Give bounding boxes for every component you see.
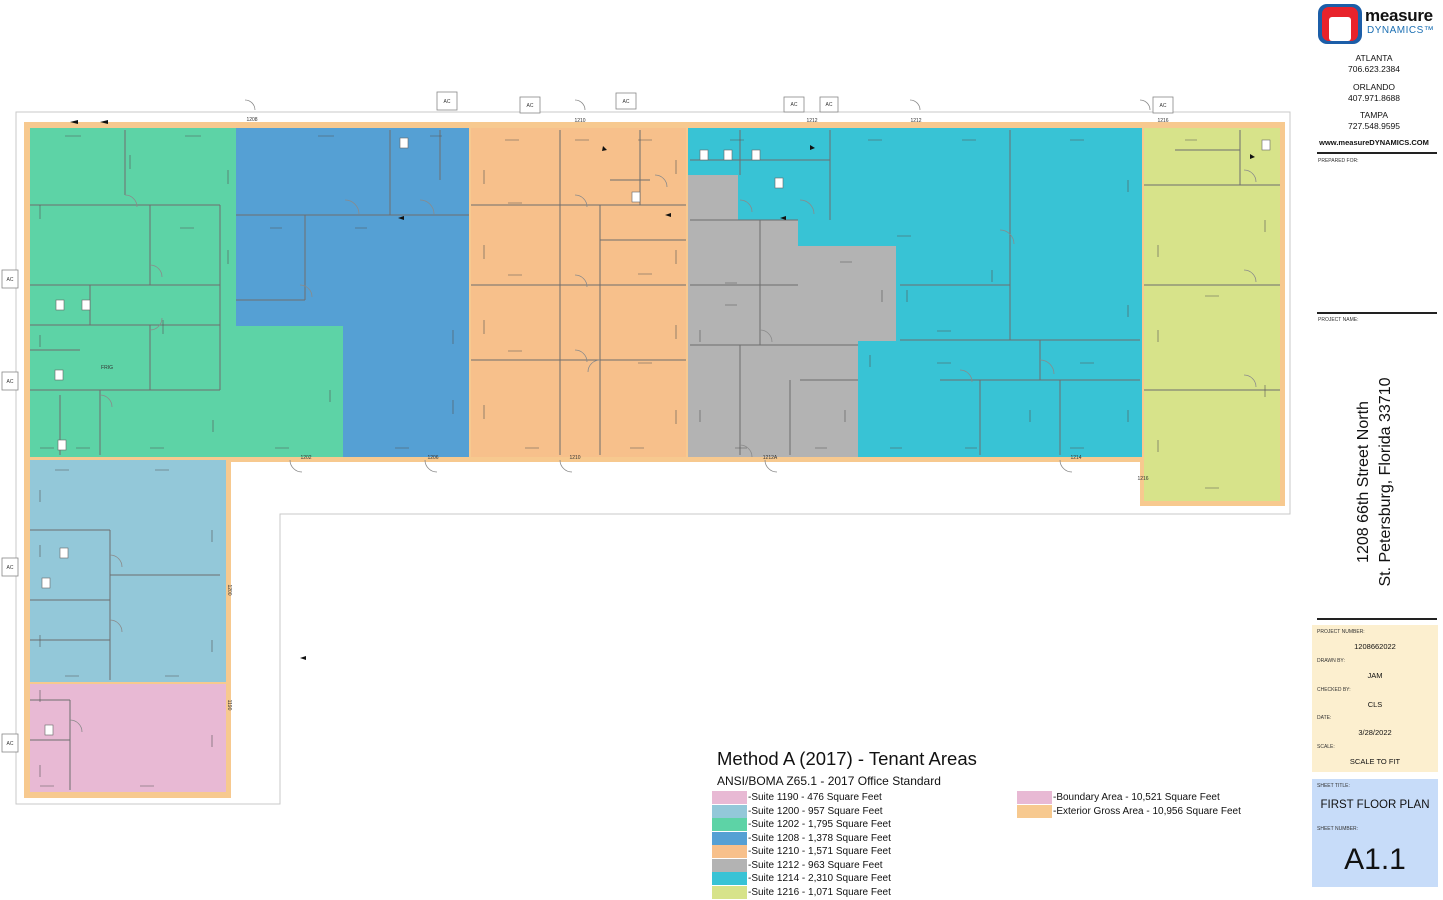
legend-swatch [1017,805,1052,818]
sheet-number-label: SHEET NUMBER: [1317,826,1359,832]
project-number-label: PROJECT NUMBER: [1317,629,1365,635]
office-tampa: TAMPA 727.548.9595 [1305,110,1443,132]
legend-swatch [712,872,747,885]
ac-label: AC [7,741,14,747]
ac-units [1,91,1174,753]
legend-label: -Suite 1208 - 1,378 Square Feet [748,833,891,844]
suite-1208 [236,128,469,457]
project-number: 1208662022 [1354,642,1396,651]
legend-swatch [712,886,747,899]
scale-label: SCALE: [1317,744,1335,750]
office-city: ORLANDO [1352,82,1396,92]
date: 3/28/2022 [1358,728,1392,737]
suite-1214 [688,128,1142,457]
suite-tag: 1212 [806,118,817,124]
legend-label: -Suite 1210 - 1,571 Square Feet [748,846,891,857]
legend-label: -Boundary Area - 10,521 Square Feet [1053,792,1220,803]
ac-label: AC [7,277,14,283]
address-line-2: St. Petersburg, Florida 33710 [1377,377,1394,587]
suite-tag: 1208 [246,117,257,123]
suite-tag: 1216 [1137,476,1148,482]
legend-label: -Suite 1214 - 2,310 Square Feet [748,873,891,884]
suite-tag: 1210 [569,455,580,461]
ac-label: AC [826,102,833,108]
sheet-title: FIRST FLOOR PLAN [1320,799,1430,811]
office-atlanta: ATLANTA 706.623.2384 [1305,53,1443,75]
suite-tag: 1212A [763,455,778,461]
date-label: DATE: [1317,715,1332,721]
legend-swatch [712,805,747,818]
restroom-fixtures [41,137,1271,736]
suite-tag: 1210 [574,118,585,124]
suite-tag: 1214 [1070,455,1081,461]
ac-label: AC [1160,103,1167,109]
sheet-title-label: SHEET TITLE: [1317,783,1350,789]
ac-label: AC [791,102,798,108]
suite-1216 [1144,128,1280,501]
website-link[interactable]: www.measureDYNAMICS.COM [1319,138,1429,147]
suite-tag: 1206 [427,455,438,461]
dimension-marks [39,135,1266,787]
interior-walls [30,130,1280,790]
office-city: ATLANTA [1355,53,1393,63]
suite-tag: 1216 [1157,118,1168,124]
legend-label: -Exterior Gross Area - 10,956 Square Fee… [1053,806,1241,817]
project-address: 1208 66th Street North St. Petersburg, F… [1355,360,1395,590]
scale: SCALE TO FIT [1349,757,1401,766]
checked-by-label: CHECKED BY: [1317,687,1351,693]
legend-swatch [712,832,747,845]
suite-1202 [30,128,343,457]
project-info-box: PROJECT NUMBER: 1208662022 DRAWN BY: JAM… [1312,625,1438,772]
suite-tag: 1202 [300,455,311,461]
divider [1317,312,1437,314]
suite-tag: 1190 [226,700,232,711]
prepared-for-label: PREPARED FOR: [1318,158,1359,164]
legend-swatch [712,818,747,831]
suite-1200 [30,460,226,682]
legend-subtitle: ANSI/BOMA Z65.1 - 2017 Office Standard [717,774,941,788]
legend-swatch [712,845,747,858]
suite-tag: 1212 [910,118,921,124]
sheet-info-box: SHEET TITLE: FIRST FLOOR PLAN SHEET NUMB… [1312,779,1438,887]
legend-swatch [712,859,747,872]
legend-title: Method A (2017) - Tenant Areas [717,748,977,769]
suite-1190 [30,684,226,792]
drawn-by-label: DRAWN BY: [1317,658,1345,664]
ac-label: AC [444,99,451,105]
legend-label: -Suite 1216 - 1,071 Square Feet [748,887,891,898]
floor-plan: AC AC AC AC AC AC AC AC AC AC 1208 1210 … [1,91,1291,805]
office-orlando: ORLANDO 407.971.8688 [1305,82,1443,104]
ac-label: AC [623,99,630,105]
divider [1317,618,1437,620]
legend-swatch [712,791,747,804]
office-city: TAMPA [1359,110,1389,120]
title-block: measure DYNAMICS™ ATLANTA 706.623.2384 O… [1305,0,1443,900]
measure-dynamics-logo [1318,4,1362,44]
suite-tag: 1200 [226,584,232,595]
legend-swatch [1017,791,1052,804]
legend-label: -Suite 1202 - 1,795 Square Feet [748,819,891,830]
office-phone: 727.548.9595 [1348,121,1400,131]
ac-label: AC [527,103,534,109]
ac-label: AC [7,379,14,385]
sheet-number: A1.1 [1344,843,1406,876]
legend-label: -Suite 1200 - 957 Square Feet [748,806,883,817]
project-name-label: PROJECT NAME: [1318,317,1359,323]
divider [1317,152,1437,154]
office-phone: 407.971.8688 [1348,93,1400,103]
office-phone: 706.623.2384 [1348,64,1400,74]
legend-label: -Suite 1212 - 963 Square Feet [748,860,883,871]
drawn-by: JAM [1367,671,1383,680]
suite-1210 [471,128,686,457]
ac-label: AC [7,565,14,571]
legend-label: -Suite 1190 - 476 Square Feet [748,792,882,803]
checked-by: CLS [1367,700,1383,709]
address-line-1: 1208 66th Street North [1355,401,1372,563]
frig-label: FRIG [101,365,113,371]
door-swings [69,99,1257,733]
brand-subname: DYNAMICS™ [1367,25,1435,36]
site-boundary [15,111,1291,805]
brand-name: measure [1365,6,1433,25]
